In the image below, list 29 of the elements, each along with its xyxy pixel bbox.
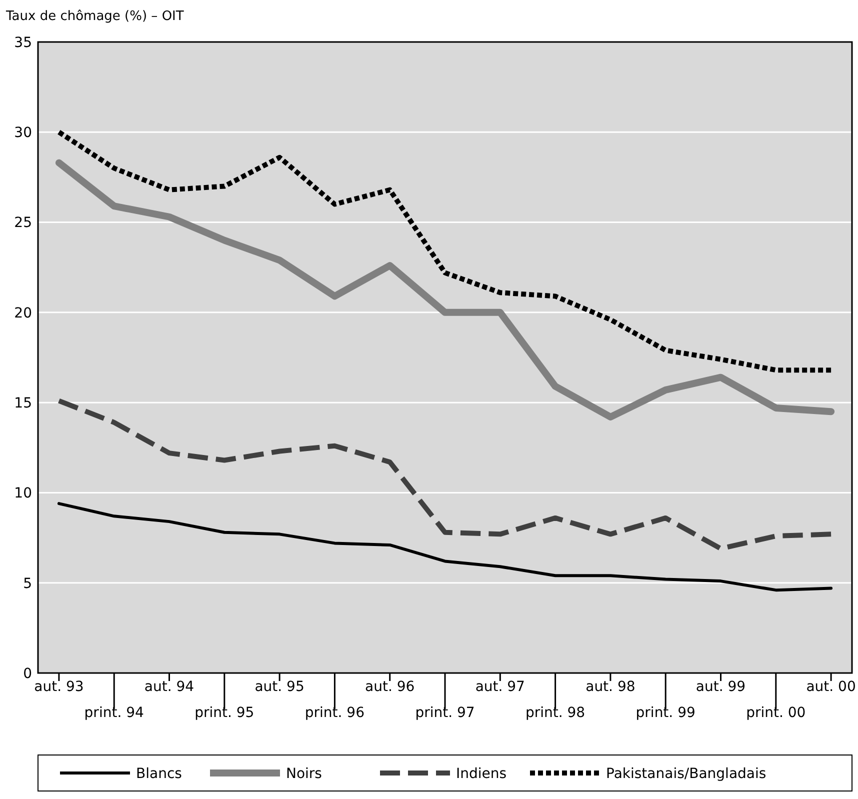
line-series <box>57 502 833 592</box>
x-tick-label: print. 94 <box>84 705 144 721</box>
y-tick-label: 5 <box>23 576 32 592</box>
y-tick-label: 25 <box>14 215 32 232</box>
x-tick-label: aut. 93 <box>34 679 84 695</box>
x-tick-label: aut. 99 <box>696 679 746 695</box>
legend-label: Pakistanais/Bangladais <box>606 766 766 782</box>
x-tick-label: aut. 95 <box>254 679 304 695</box>
x-tick-label: print. 98 <box>525 705 586 721</box>
y-tick-label: 15 <box>14 395 32 412</box>
legend-label: Noirs <box>286 766 322 782</box>
x-tick-label: print. 99 <box>636 705 696 721</box>
y-tick-label: 30 <box>14 125 32 142</box>
legend-label: Indiens <box>456 766 507 782</box>
x-tick-label: print. 96 <box>304 705 365 721</box>
legend-label: Blancs <box>136 766 182 782</box>
x-tick-label: aut. 94 <box>144 679 194 695</box>
x-tick-label: aut. 96 <box>365 679 415 695</box>
x-tick-label: print. 97 <box>415 705 475 721</box>
y-tick-label: 0 <box>23 666 32 682</box>
x-tick-label: aut. 00 <box>806 679 856 695</box>
y-tick-label: 10 <box>14 486 32 502</box>
y-axis-title: Taux de chômage (%) – OIT <box>5 9 184 24</box>
x-tick-label: print. 95 <box>194 705 254 721</box>
y-tick-label: 35 <box>14 34 32 51</box>
x-tick-label: print. 00 <box>746 705 806 721</box>
x-tick-label: aut. 98 <box>586 679 636 695</box>
x-tick-label: aut. 97 <box>475 679 525 695</box>
y-tick-label: 20 <box>14 305 32 322</box>
